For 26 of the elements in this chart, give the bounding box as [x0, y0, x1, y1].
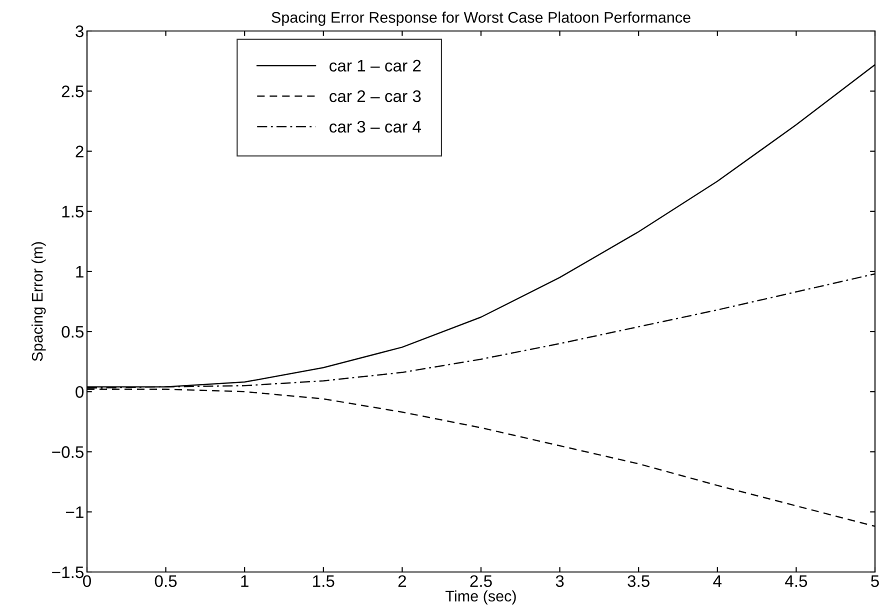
x-tick-label: 4	[713, 575, 722, 587]
y-axis-title: Spacing Error (m)	[32, 242, 46, 362]
chart-title: Spacing Error Response for Worst Case Platoon Performance	[272, 12, 690, 26]
y-tick-label: 1	[76, 266, 84, 278]
y-tick-label: 2.5	[62, 86, 84, 98]
y-tick-label: 1.5	[62, 206, 84, 218]
x-tick-label: 3	[556, 575, 564, 588]
y-tick-label: 2	[76, 146, 84, 158]
x-tick-label: 2.5	[470, 575, 492, 588]
x-tick-label: 1.5	[313, 575, 334, 588]
y-tick-label: 0.5	[62, 326, 84, 338]
x-tick-label: 2	[398, 575, 406, 587]
legend-label: car 2 – car 3	[330, 90, 421, 102]
x-axis-title: Time (sec)	[446, 590, 516, 605]
x-tick-label: 1	[241, 575, 248, 587]
y-tick-label: −1	[66, 506, 84, 518]
legend-label: car 3 – car 4	[330, 120, 421, 133]
y-tick-label: 3	[76, 25, 84, 38]
y-tick-label: −0.5	[52, 446, 84, 458]
y-tick-label: −1.5	[52, 566, 84, 578]
x-tick-label: 5	[871, 575, 879, 588]
legend-label: car 1 – car 2	[330, 60, 421, 72]
x-tick-label: 3.5	[628, 575, 650, 588]
x-tick-label: 4.5	[785, 575, 808, 588]
x-tick-label: 0.5	[154, 575, 177, 588]
y-tick-label: 0	[76, 386, 84, 398]
